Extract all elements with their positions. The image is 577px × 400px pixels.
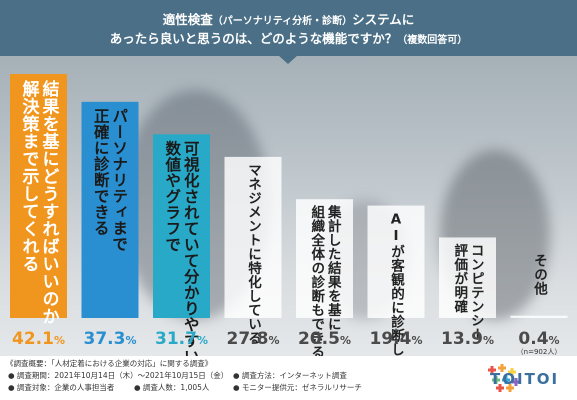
value-label-3: 31.7%	[155, 329, 208, 349]
bar-6-label-col-1: AIが客観的に診断してくれる	[388, 212, 406, 356]
value-label-7: 13.9%	[441, 329, 494, 349]
value-label-5: 20.5%	[298, 329, 351, 349]
bar-8-label-col-1: その他	[531, 254, 549, 297]
logo-cross-v-3	[510, 368, 514, 376]
bar-3	[153, 134, 210, 318]
logo-cross-v-2	[500, 364, 504, 372]
title-main: 適性検査	[162, 12, 213, 27]
value-label-8: 0.4%	[518, 329, 559, 349]
survey-target: ● 調査対象：企業の人事担当者	[8, 383, 115, 392]
survey-provider: ● モニター提供元：ゼネラルリサーチ	[233, 383, 362, 392]
value-label-4: 27.8%	[227, 329, 280, 349]
bar-2	[81, 101, 139, 318]
title-paren: （パーソナリティ分析・診断）	[212, 16, 353, 27]
bar-4	[224, 156, 282, 318]
survey-heading: 《調査概要：「人材定着における企業の対応」に関する調査》	[6, 359, 213, 368]
survey-period: ● 調査期間：2021年10月14日（木）～2021年10月15日（金）	[8, 371, 229, 380]
bar-2-label-col-1: パーソナリティまで	[110, 107, 128, 251]
bar-1	[10, 74, 67, 318]
chart-title-line-1: 適性検査（パーソナリティ分析・診断）システムに	[0, 9, 577, 28]
toitoi-logo-mark	[488, 364, 520, 392]
title-band	[0, 0, 577, 56]
bar-1-label-col-1: 結果を基にどうすればいいのか	[39, 79, 61, 325]
value-label-2: 37.3%	[84, 329, 137, 349]
bar-1-label-col-2: 解決策まで示してくれる	[19, 79, 40, 273]
survey-method: ● 調査方法：インターネット調査	[233, 371, 347, 380]
bar-5-label-col-2: 組織全体の診断もできる	[308, 204, 326, 356]
bar-8	[510, 315, 568, 318]
logo-cross-v-8	[508, 384, 512, 392]
logo-cross-v-4	[494, 376, 498, 384]
survey-count: ● 調査人数：1,005人	[134, 383, 210, 392]
bar-2-label-col-2: 正確に診断できる	[92, 108, 110, 236]
value-label-1: 42.1%	[12, 329, 65, 349]
bar-4-label-col-1: マネジメントに特化している	[245, 163, 262, 345]
bar-5-label-col-1: 集計した結果を基に	[325, 204, 343, 331]
logo-cross-v-5	[504, 376, 508, 384]
bar-7-label-col-2: 評価が明確	[451, 242, 469, 314]
bar-7	[439, 237, 496, 318]
bar-6	[367, 205, 425, 318]
value-label-6: 19.4%	[370, 329, 423, 349]
logo-cross-v-1	[490, 366, 494, 374]
bar-7-label-col-1: コンピテンシー	[468, 243, 484, 341]
bar-5	[296, 199, 353, 318]
logo-cross-v-6	[514, 378, 518, 386]
bar-3-label-col-2: 数値やグラフで	[163, 139, 182, 252]
chart-title-line-2: あったら良いと思うのは、どのような機能ですか？（複数回答可）	[0, 28, 577, 47]
bar-3-label-col-1: 可視化されていて分かりやすい	[182, 140, 201, 356]
title-question: あったら良いと思うのは、どのような機能ですか？	[109, 31, 398, 46]
title-pointer	[278, 55, 298, 64]
sample-size-label: （n=902人）	[517, 348, 562, 356]
logo-cross-v-7	[498, 384, 502, 392]
title-note: （複数回答可）	[397, 35, 468, 46]
toitoi-logo-text: TOITOI	[490, 370, 560, 388]
survey-footer: 《調査概要：「人材定着における企業の対応」に関する調査》 ● 調査期間：2021…	[0, 356, 577, 400]
title-tail: システムに	[352, 12, 415, 27]
